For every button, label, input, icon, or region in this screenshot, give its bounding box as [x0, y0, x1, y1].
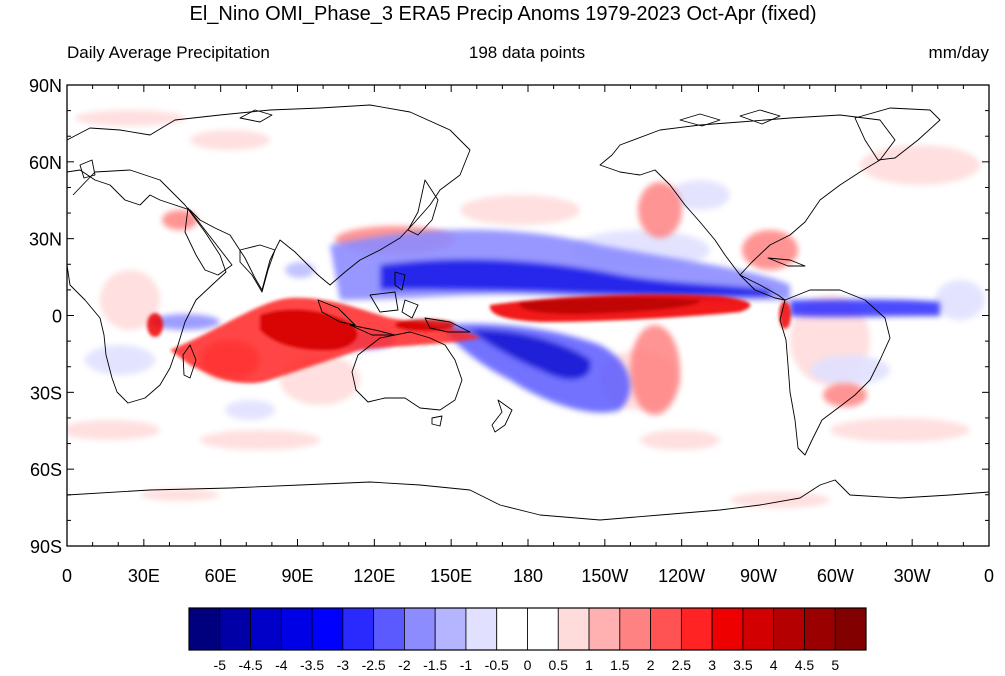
colorbar-swatch [680, 607, 713, 651]
colorbar-swatch [465, 607, 498, 651]
colorbar-label: 0.5 [549, 657, 569, 673]
colorbar-label: 2 [647, 657, 655, 673]
colorbar-swatch [804, 607, 836, 651]
center-string: 198 data points [469, 43, 585, 62]
lon-tick-label: 180 [513, 566, 543, 586]
lon-tick-label: 90E [281, 566, 313, 586]
colorbar-swatch [527, 607, 559, 651]
colorbar-swatch [404, 607, 436, 651]
lat-tick-label: 60S [30, 460, 62, 480]
lon-tick-label: 0 [62, 566, 72, 586]
colorbar-label: -1 [460, 657, 473, 673]
lon-tick-label: 150E [430, 566, 472, 586]
lat-tick-label: 60N [29, 153, 62, 173]
colorbar: -5 -4.5 -4 -3.5 -3 -2.5 -2 -1.5 -1 -0.5 0 0.5 1 1.5 2 2… [188, 607, 867, 673]
colorbar-label: -0.5 [485, 657, 509, 673]
right-string: mm/day [929, 43, 990, 62]
colorbar-swatch [650, 607, 682, 651]
lon-tick-label: 120W [658, 566, 705, 586]
colorbar-swatch [219, 607, 251, 651]
colorbar-swatch [373, 607, 405, 651]
colorbar-swatch [588, 607, 621, 651]
colorbar-swatch [834, 607, 867, 651]
colorbar-swatch [188, 607, 221, 651]
colorbar-swatch [250, 607, 282, 651]
colorbar-swatch [496, 607, 528, 651]
colorbar-label: 3 [708, 657, 716, 673]
colorbar-swatch [619, 607, 651, 651]
anomaly-shading [67, 110, 985, 508]
lat-tick-label: 30S [30, 383, 62, 403]
colorbar-swatch [742, 607, 775, 651]
colorbar-label: -1.5 [423, 657, 447, 673]
lat-tick-label: 90N [29, 76, 62, 96]
colorbar-label: -3 [337, 657, 350, 673]
colorbar-label: 0 [524, 657, 532, 673]
lon-tick-label: 30E [128, 566, 160, 586]
colorbar-label: -4.5 [238, 657, 262, 673]
lon-tick-label: 60E [205, 566, 237, 586]
lat-tick-label: 90S [30, 537, 62, 557]
lon-tick-label: 30W [894, 566, 931, 586]
strong-negative-anomalies [150, 229, 940, 413]
colorbar-swatch [711, 607, 744, 651]
colorbar-label: -4 [275, 657, 288, 673]
colorbar-label: 1.5 [610, 657, 630, 673]
lat-tick-label: 30N [29, 230, 62, 250]
colorbar-swatch [280, 607, 313, 651]
lon-tick-label: 0 [984, 566, 994, 586]
lat-tick-label: 0 [52, 307, 62, 327]
colorbar-label: 2.5 [672, 657, 692, 673]
colorbar-swatch [434, 607, 467, 651]
colorbar-swatch [557, 607, 590, 651]
plot-title: El_Nino OMI_Phase_3 ERA5 Precip Anoms 19… [190, 3, 817, 25]
lon-tick-label: 90W [740, 566, 777, 586]
left-string: Daily Average Precipitation [67, 43, 270, 62]
coastlines [67, 104, 989, 521]
colorbar-swatch [311, 607, 344, 651]
strong-positive-anomalies [147, 294, 791, 384]
lon-tick-label: 60W [817, 566, 854, 586]
colorbar-label: 1 [585, 657, 593, 673]
colorbar-label: 3.5 [733, 657, 753, 673]
colorbar-label: -2 [398, 657, 411, 673]
colorbar-label: -5 [214, 657, 227, 673]
colorbar-label: 4 [770, 657, 778, 673]
colorbar-swatch [342, 607, 375, 651]
colorbar-label: -3.5 [300, 657, 324, 673]
colorbar-frame [188, 607, 867, 651]
lon-tick-label: 120E [353, 566, 395, 586]
colorbar-label: 4.5 [795, 657, 815, 673]
lon-tick-label: 150W [581, 566, 628, 586]
colorbar-label: -2.5 [362, 657, 386, 673]
colorbar-swatch [773, 607, 805, 651]
colorbar-label: 5 [831, 657, 839, 673]
